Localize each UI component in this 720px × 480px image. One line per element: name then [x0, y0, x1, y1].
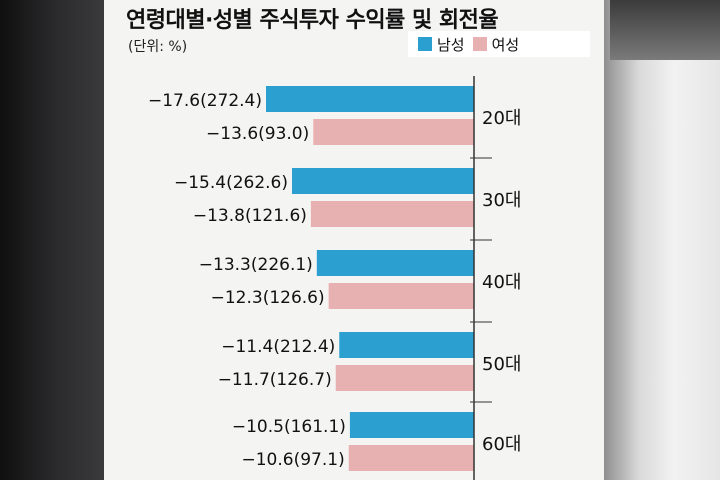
legend-item-male: 남성	[418, 34, 465, 55]
bar-female-5	[348, 445, 474, 471]
category-label-3: 40대	[482, 272, 521, 293]
data-label-female-1: −13.6(93.0)	[206, 124, 309, 144]
data-label-male-2: −15.4(262.6)	[174, 173, 288, 193]
bar-male-2	[292, 168, 474, 194]
data-label-female-4: −11.7(126.7)	[218, 370, 332, 390]
bar-male-3	[316, 250, 474, 276]
legend-swatch-female	[472, 37, 487, 51]
data-label-female-3: −12.3(126.6)	[211, 288, 325, 308]
legend: 남성 여성	[408, 31, 590, 57]
category-label-4: 50대	[482, 354, 521, 375]
legend-swatch-male	[418, 37, 432, 51]
bar-female-4	[335, 365, 474, 391]
data-label-male-4: −11.4(212.4)	[221, 337, 335, 357]
background-photo-left	[0, 0, 104, 480]
bar-male-4	[339, 332, 474, 358]
legend-item-female: 여성	[472, 34, 520, 55]
category-label-1: 20대	[482, 108, 521, 129]
category-label-5: 60대	[482, 434, 521, 455]
background-photo-right	[604, 0, 720, 480]
legend-label-male: 남성	[437, 35, 465, 54]
category-label-2: 30대	[482, 190, 521, 211]
data-label-male-1: −17.6(272.4)	[148, 91, 262, 111]
data-label-male-5: −10.5(161.1)	[232, 417, 346, 437]
bar-female-1	[313, 119, 474, 145]
data-label-female-5: −10.6(97.1)	[242, 450, 345, 470]
chart-title: 연령대별·성별 주식투자 수익률 및 회전율	[126, 8, 499, 33]
legend-label-female: 여성	[491, 35, 520, 54]
chart-panel	[104, 0, 604, 480]
bar-female-3	[328, 283, 474, 309]
bar-male-1	[266, 86, 474, 112]
unit-label: (단위: %)	[128, 39, 188, 55]
data-label-male-3: −13.3(226.1)	[199, 255, 313, 275]
background-photo-right-top	[610, 0, 720, 60]
bar-female-2	[310, 201, 474, 227]
data-label-female-2: −13.8(121.6)	[193, 206, 307, 226]
bar-male-5	[349, 412, 474, 438]
